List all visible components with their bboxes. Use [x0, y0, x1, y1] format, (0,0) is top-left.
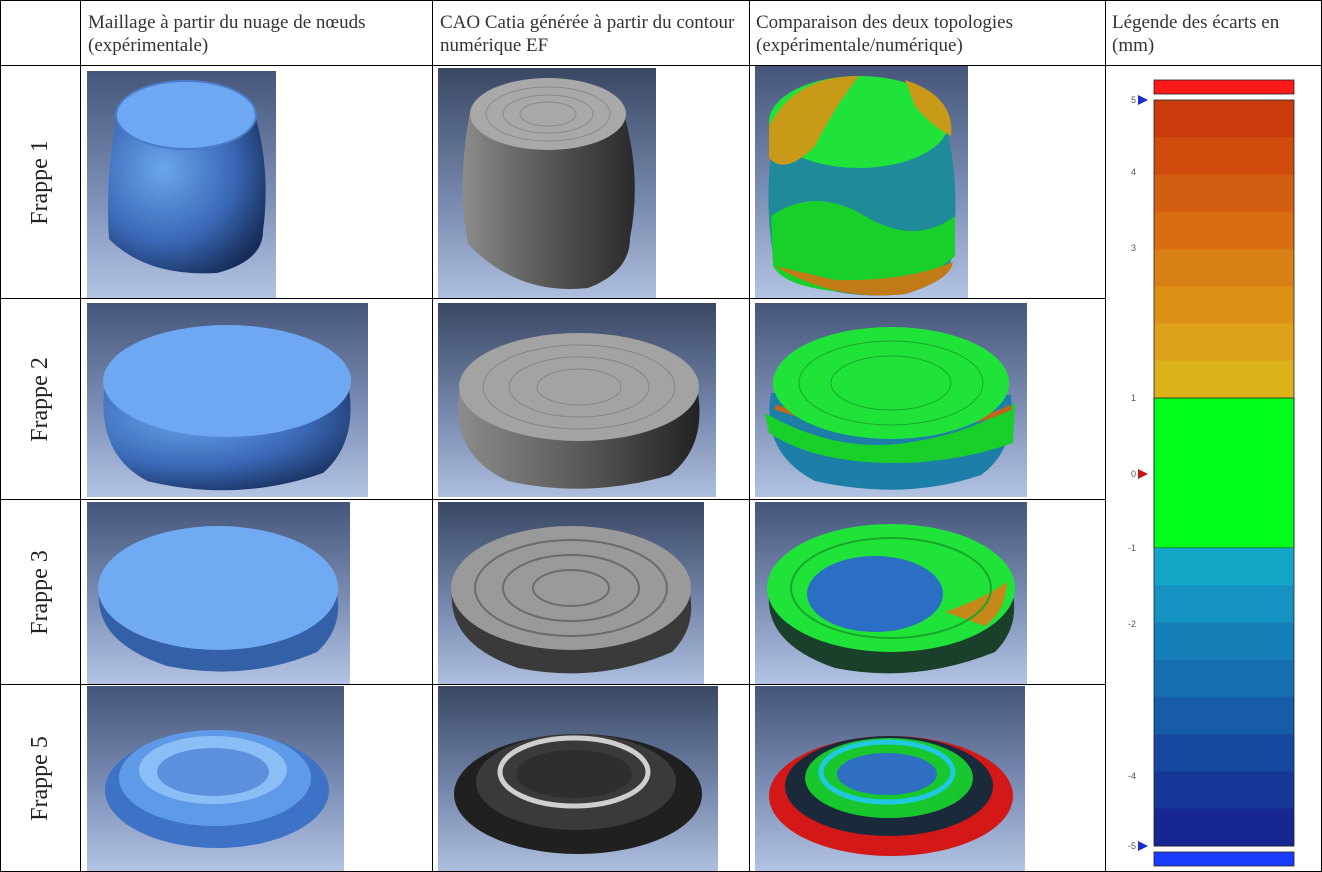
legend-band-positive [1154, 360, 1294, 399]
legend-band-within-tolerance [1153, 397, 1295, 549]
legend-band-negative [1154, 771, 1294, 810]
header-catia-cad: CAO Catia générée à partir du contour nu… [440, 12, 735, 56]
legend-tick-label: 5 [1131, 95, 1136, 105]
comparison-image-frappe-2 [755, 303, 1027, 497]
deviation-legend: 5 4 3 1 0 -1 -2 -4 -5 [1106, 70, 1321, 870]
legend-band-negative [1154, 585, 1294, 623]
table-col-divider-2 [432, 0, 433, 872]
legend-band-negative [1154, 622, 1294, 661]
legend-band-positive [1154, 174, 1294, 213]
row-label-frappe-3: Frappe 3 [27, 549, 53, 635]
legend-over-range-bar [1153, 79, 1295, 95]
cad-image-frappe-1 [438, 68, 656, 298]
legend-band-positive [1154, 249, 1294, 287]
mesh-image-frappe-2 [87, 303, 368, 497]
table-border-header [0, 65, 1322, 66]
header-deviation-legend: Légende des écarts en (mm) [1112, 12, 1280, 56]
legend-scale-frame [1153, 99, 1295, 847]
legend-band-positive [1154, 211, 1294, 250]
comparison-image-frappe-5 [755, 686, 1025, 871]
table-col-divider-3 [749, 0, 750, 872]
legend-limit-marker [1138, 95, 1148, 105]
legend-band-negative [1154, 548, 1294, 586]
legend-band-negative [1154, 697, 1294, 735]
legend-band-negative [1154, 808, 1294, 847]
legend-band-negative [1154, 659, 1294, 698]
deviation-color-scale: 5 4 3 1 0 -1 -2 -4 -5 [1128, 79, 1295, 867]
row-label-frappe-1: Frappe 1 [27, 139, 53, 225]
legend-tick-label: -1 [1128, 543, 1136, 553]
mesh-image-frappe-3 [87, 502, 350, 684]
table-border-top [0, 0, 1322, 1]
header-experimental-mesh: Maillage à partir du nuage de nœuds (exp… [88, 12, 366, 56]
legend-tick-label: 4 [1131, 167, 1136, 177]
table-col-divider-4 [1105, 0, 1106, 872]
cad-image-frappe-5 [438, 686, 718, 871]
cad-image-frappe-3 [438, 502, 704, 684]
row-label-frappe-2: Frappe 2 [27, 356, 53, 442]
legend-tick-label: 0 [1131, 469, 1136, 479]
legend-under-range-bar [1153, 851, 1295, 867]
legend-tick-label: 3 [1131, 243, 1136, 253]
mesh-image-frappe-1 [87, 71, 276, 298]
legend-band-positive [1154, 137, 1294, 175]
comparison-image-frappe-1 [755, 66, 968, 298]
legend-band-positive [1154, 323, 1294, 362]
comparison-image-frappe-3 [755, 502, 1027, 684]
legend-zero-marker [1138, 469, 1148, 479]
table-row-divider-1 [0, 298, 1105, 299]
table-border-left [0, 0, 1, 872]
legend-band-positive [1154, 286, 1294, 324]
cad-image-frappe-2 [438, 303, 716, 497]
legend-tick-label: -4 [1128, 771, 1136, 781]
row-label-frappe-5: Frappe 5 [27, 735, 53, 821]
table-row-divider-3 [0, 684, 1105, 685]
header-topology-comparison: Comparaison des deux topologies (expérim… [756, 12, 1013, 56]
legend-limit-marker [1138, 841, 1148, 851]
table-col-divider-1 [80, 0, 81, 872]
legend-band-negative [1154, 734, 1294, 772]
mesh-image-frappe-5 [87, 686, 344, 871]
legend-tick-label: 1 [1131, 393, 1136, 403]
legend-band-positive [1154, 100, 1294, 138]
legend-tick-label: -5 [1128, 841, 1136, 851]
legend-tick-label: -2 [1128, 619, 1136, 629]
table-row-divider-2 [0, 499, 1105, 500]
